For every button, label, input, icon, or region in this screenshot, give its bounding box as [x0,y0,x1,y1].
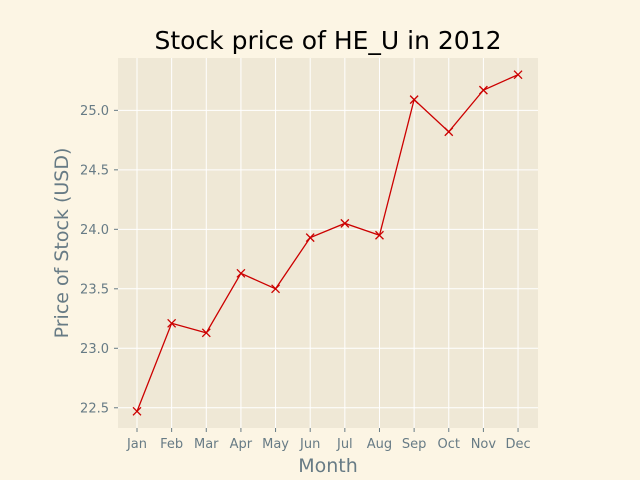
x-tick-label: Jun [299,437,320,452]
x-tick-label: Nov [471,437,497,452]
data-point [167,318,177,328]
data-point [201,328,211,338]
data-point [132,406,142,416]
x-axis: Jan Feb Mar Apr May Jun Jul Aug Sep Oct Nov Dec [126,428,531,452]
x-axis-label: Month [298,455,358,477]
y-tick-label: 23.0 [80,342,109,357]
data-point [305,233,315,243]
y-tick-label: 23.5 [80,282,109,297]
series-markers [132,70,523,416]
x-tick-label: Aug [367,437,392,452]
x-tick-label: May [262,437,289,452]
y-tick-label: 24.0 [80,223,109,238]
data-point [271,284,281,294]
x-tick-label: Apr [230,437,253,452]
y-tick-label: 25.0 [80,104,109,119]
data-point [340,218,350,228]
x-tick-label: Dec [505,437,530,452]
data-point [513,70,523,80]
grid [118,58,538,428]
x-tick-label: Sep [402,437,427,452]
series-line [136,74,519,412]
y-tick-label: 22.5 [80,401,109,416]
x-tick-label: Mar [194,437,219,452]
x-tick-label: Jul [336,437,353,452]
y-axis: 22.5 23.0 23.5 24.0 24.5 25.0 [80,104,118,416]
data-point [375,230,384,240]
chart-title: Stock price of HE_U in 2012 [154,26,501,55]
x-tick-label: Oct [438,437,460,452]
y-tick-label: 24.5 [80,163,109,178]
plot-area [118,58,538,428]
data-point [444,127,454,137]
x-tick-label: Jan [126,437,147,452]
y-axis-label: Price of Stock (USD) [51,148,73,339]
data-point [478,85,488,95]
data-point [236,268,246,278]
x-tick-label: Feb [160,437,183,452]
data-point [409,95,419,105]
